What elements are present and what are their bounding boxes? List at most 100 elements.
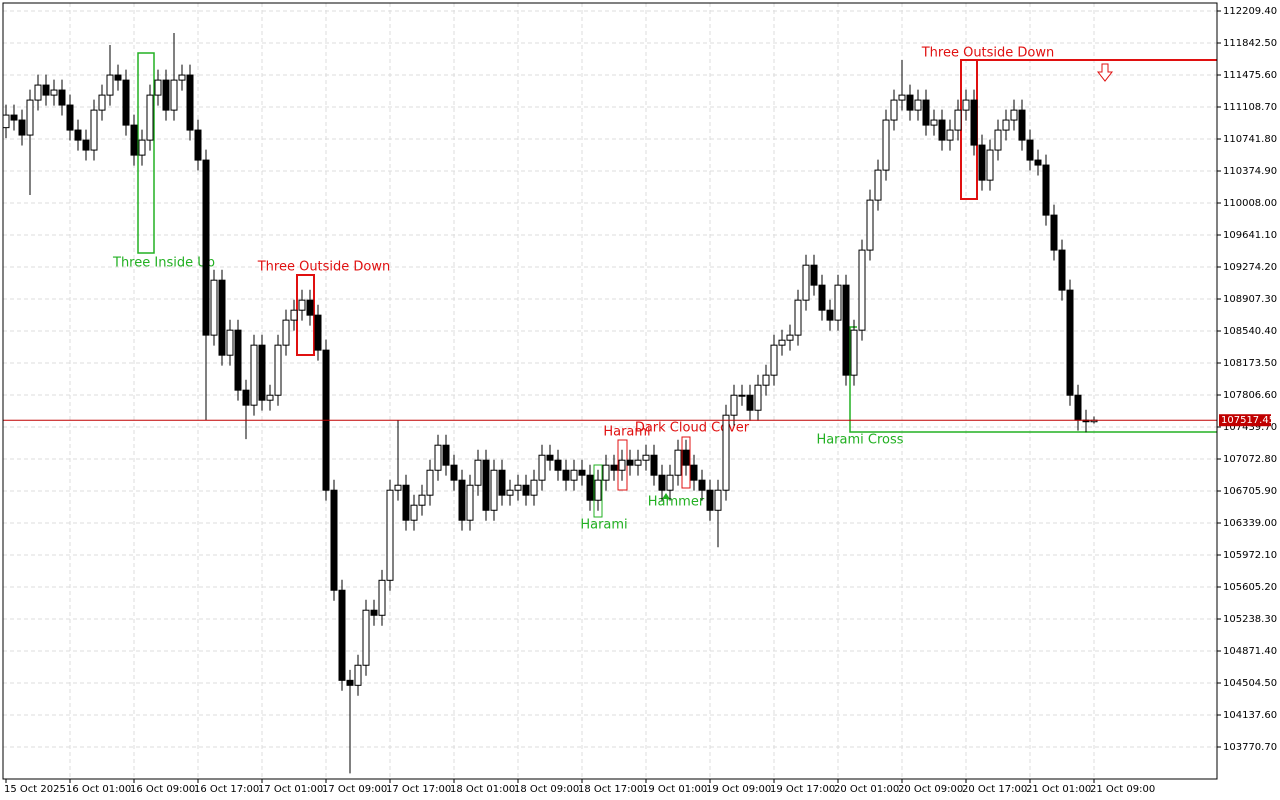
candle-body xyxy=(746,394,754,411)
candle-body xyxy=(58,89,66,106)
candle-body xyxy=(90,109,98,151)
candle-body xyxy=(722,414,730,491)
candle-body xyxy=(338,589,346,681)
pattern-label: Harami Cross xyxy=(816,433,903,448)
y-tick-label: 105972.10 xyxy=(1223,550,1277,561)
candle-body xyxy=(562,469,570,481)
candle-body xyxy=(522,484,530,496)
candle-body xyxy=(274,344,282,396)
candle-body xyxy=(450,464,458,481)
candle-body xyxy=(458,479,466,521)
candle-body xyxy=(658,474,666,491)
x-tick-label: 16 Oct 09:00 xyxy=(130,784,195,795)
x-tick-label: 20 Oct 09:00 xyxy=(898,784,963,795)
axes: 112209.40 111842.50 111475.60 111108.70 1107… xyxy=(3,6,1277,795)
candle-body xyxy=(1002,119,1010,131)
candle-body xyxy=(18,119,26,136)
y-tick-label: 108173.50 xyxy=(1223,358,1277,369)
candle-body xyxy=(74,129,82,141)
candle-body xyxy=(962,99,970,111)
candle-body xyxy=(114,74,122,81)
candle-body xyxy=(1026,139,1034,161)
candle-body xyxy=(442,444,450,466)
x-tick-label: 19 Oct 09:00 xyxy=(706,784,771,795)
y-tick-label: 110008.00 xyxy=(1223,198,1277,209)
x-tick-label: 17 Oct 17:00 xyxy=(386,784,451,795)
candle-body xyxy=(978,144,986,181)
plot-frame xyxy=(2,2,1218,780)
candle-body xyxy=(810,264,818,286)
candle-body xyxy=(970,99,978,146)
x-tick-label: 16 Oct 17:00 xyxy=(194,784,259,795)
candle-body xyxy=(514,484,522,491)
candle-body xyxy=(34,84,42,101)
candle-body xyxy=(906,94,914,111)
candle-body xyxy=(530,479,538,496)
x-tick-label: 21 Oct 01:00 xyxy=(1026,784,1091,795)
current-price-tag xyxy=(1219,414,1271,427)
candle-body xyxy=(218,279,226,356)
candle-body xyxy=(1018,109,1026,141)
y-tick-label: 105605.20 xyxy=(1223,582,1277,593)
candle-body xyxy=(1058,249,1066,291)
candle-body xyxy=(1034,159,1042,166)
candle-body xyxy=(282,319,290,346)
candle-body xyxy=(242,389,250,406)
y-tick-label: 110374.90 xyxy=(1223,166,1277,177)
candle-body xyxy=(1074,394,1082,421)
candle-body xyxy=(802,264,810,301)
candle-body xyxy=(834,284,842,321)
candle-body xyxy=(26,99,34,136)
candle-body xyxy=(426,469,434,496)
candle-body xyxy=(602,464,610,481)
candle-body xyxy=(938,119,946,141)
candle-body xyxy=(954,109,962,131)
y-tick-label: 105238.30 xyxy=(1223,614,1277,625)
pattern-label: Three Inside Up xyxy=(112,256,215,271)
x-tick-label: 19 Oct 17:00 xyxy=(770,784,835,795)
candle-body xyxy=(898,94,906,101)
candle-body xyxy=(650,454,658,476)
candle-body xyxy=(538,454,546,481)
candle-body xyxy=(762,374,770,386)
y-tick-label: 106339.00 xyxy=(1223,518,1277,529)
candle-body xyxy=(370,609,378,616)
candle-body xyxy=(930,119,938,126)
candle-body xyxy=(266,394,274,401)
y-tick-label: 108540.40 xyxy=(1223,326,1277,337)
candle-body xyxy=(794,299,802,336)
candle-body xyxy=(778,339,786,346)
x-tick-label: 18 Oct 01:00 xyxy=(450,784,515,795)
y-tick-label: 111842.50 xyxy=(1223,38,1277,49)
candle-body xyxy=(258,344,266,401)
x-tick-label: 19 Oct 01:00 xyxy=(642,784,707,795)
candle-body xyxy=(378,579,386,616)
candle-body xyxy=(682,449,690,466)
candle-body xyxy=(698,479,706,491)
candle-body xyxy=(50,89,58,96)
candle-body xyxy=(554,459,562,471)
x-tick-label: 18 Oct 09:00 xyxy=(514,784,579,795)
candle-body xyxy=(98,94,106,111)
candle-body xyxy=(594,479,602,501)
pattern-box xyxy=(593,464,603,518)
candle-body xyxy=(106,74,114,96)
y-tick-label: 110741.80 xyxy=(1223,134,1277,145)
candle-body xyxy=(394,484,402,491)
pattern-label: Harami xyxy=(603,425,650,440)
candle-body xyxy=(314,314,322,351)
candle-body xyxy=(146,94,154,141)
candle-body xyxy=(874,169,882,201)
pattern-label: Three Outside Down xyxy=(921,46,1055,61)
candle-body xyxy=(690,464,698,481)
candle-body xyxy=(570,469,578,481)
candle-body xyxy=(362,609,370,666)
candle-body xyxy=(290,309,298,321)
candle-body xyxy=(946,129,954,141)
candle-body xyxy=(858,249,866,331)
y-tick-label: 109274.20 xyxy=(1223,262,1277,273)
candle-body xyxy=(66,104,74,131)
candle-body xyxy=(42,84,50,96)
candle-body xyxy=(194,129,202,161)
candle-body xyxy=(738,394,746,397)
